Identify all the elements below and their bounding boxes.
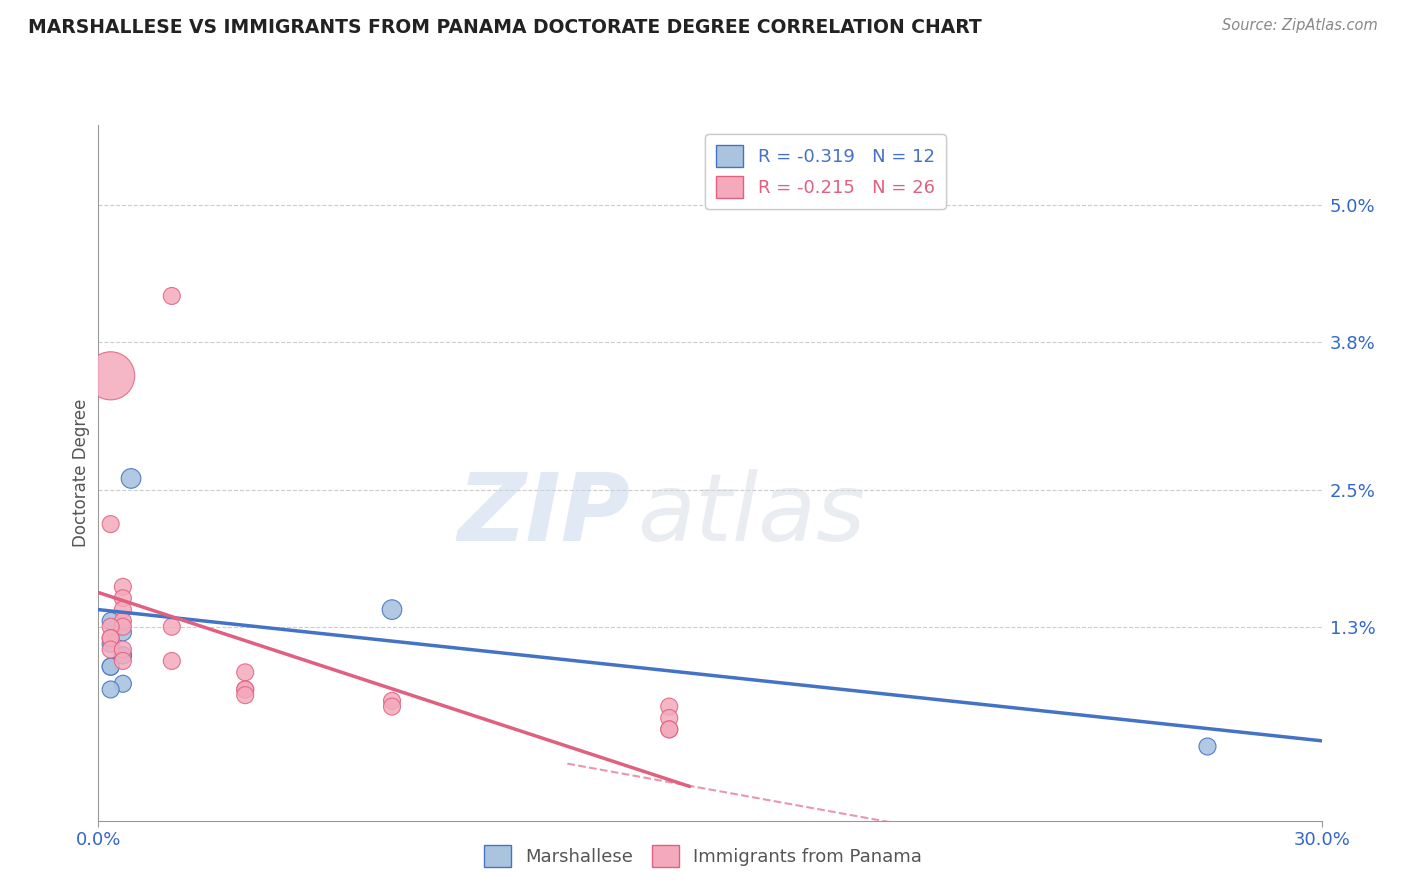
Point [160, 620, 183, 634]
Legend: R = -0.319   N = 12, R = -0.215   N = 26: R = -0.319 N = 12, R = -0.215 N = 26 [706, 134, 946, 209]
Text: atlas: atlas [637, 469, 865, 560]
Point [381, 602, 404, 616]
Point [100, 659, 122, 673]
Point [100, 620, 122, 634]
Point [381, 694, 404, 708]
Point [111, 591, 134, 606]
Point [100, 637, 122, 651]
Point [160, 289, 183, 303]
Point [111, 654, 134, 668]
Point [100, 517, 122, 532]
Point [100, 631, 122, 645]
Point [233, 682, 256, 697]
Point [111, 614, 134, 628]
Point [111, 642, 134, 657]
Text: MARSHALLESE VS IMMIGRANTS FROM PANAMA DOCTORATE DEGREE CORRELATION CHART: MARSHALLESE VS IMMIGRANTS FROM PANAMA DO… [28, 18, 981, 37]
Point [111, 648, 134, 663]
Point [111, 620, 134, 634]
Point [120, 471, 142, 485]
Point [233, 688, 256, 702]
Point [100, 642, 122, 657]
Point [100, 614, 122, 628]
Point [100, 368, 122, 383]
Point [100, 631, 122, 645]
Point [111, 677, 134, 691]
Text: ZIP: ZIP [457, 468, 630, 560]
Point [658, 711, 681, 725]
Point [658, 723, 681, 737]
Point [658, 723, 681, 737]
Point [1197, 739, 1219, 754]
Point [233, 682, 256, 697]
Point [100, 659, 122, 673]
Point [111, 580, 134, 594]
Point [160, 654, 183, 668]
Point [111, 602, 134, 616]
Text: Source: ZipAtlas.com: Source: ZipAtlas.com [1222, 18, 1378, 33]
Point [100, 682, 122, 697]
Point [233, 665, 256, 680]
Point [658, 699, 681, 714]
Y-axis label: Doctorate Degree: Doctorate Degree [72, 399, 90, 547]
Point [111, 625, 134, 640]
Point [381, 699, 404, 714]
Legend: Marshallese, Immigrants from Panama: Marshallese, Immigrants from Panama [477, 838, 929, 874]
Point [111, 648, 134, 663]
